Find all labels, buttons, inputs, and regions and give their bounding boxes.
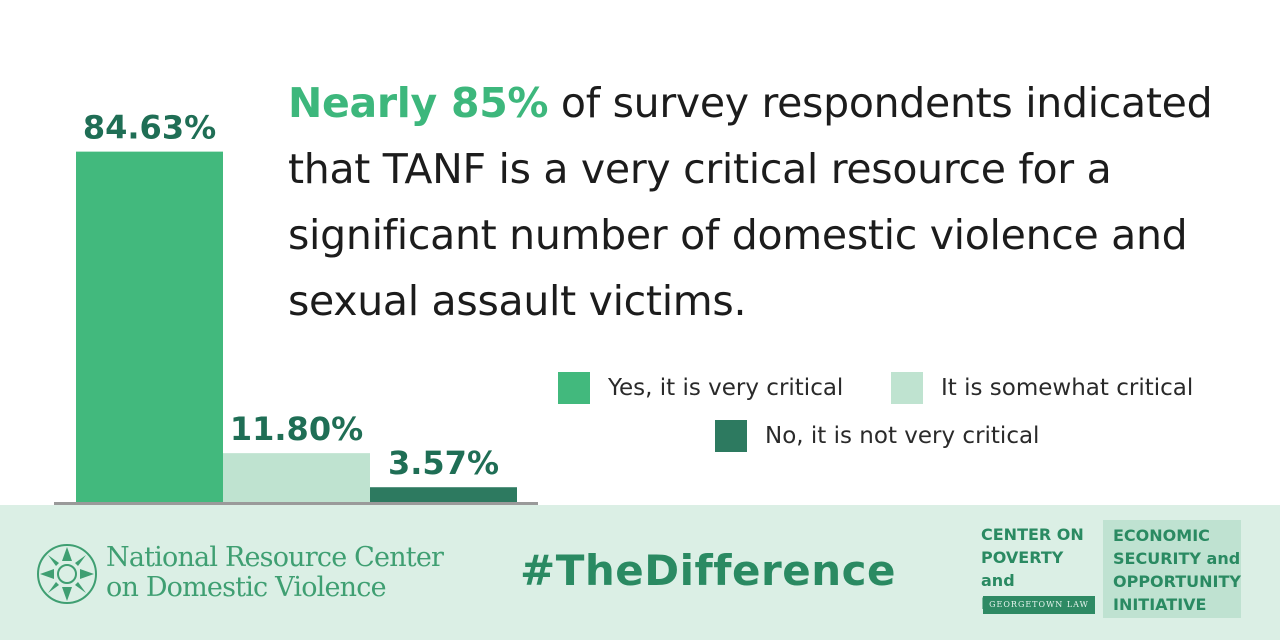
- legend-swatch-very-critical: [558, 372, 590, 404]
- legend-item-not-very-critical: No, it is not very critical: [715, 420, 1039, 452]
- headline-highlight: Nearly 85%: [288, 79, 549, 127]
- bar-somewhat-critical: [223, 453, 370, 502]
- legend-label-very-critical: Yes, it is very critical: [608, 375, 844, 401]
- data-label-not-very-critical: 3.57%: [388, 444, 499, 482]
- headline: Nearly 85% of survey respondents indicat…: [288, 70, 1258, 334]
- bar-not-very-critical: [370, 487, 517, 502]
- legend-swatch-not-very-critical: [715, 420, 747, 452]
- legend-label-not-very-critical: No, it is not very critical: [765, 423, 1040, 449]
- legend-item-somewhat-critical: It is somewhat critical: [891, 372, 1193, 404]
- data-label-very-critical: 84.63%: [83, 109, 216, 147]
- legend-item-very-critical: Yes, it is very critical: [558, 372, 843, 404]
- legend-label-somewhat-critical: It is somewhat critical: [941, 375, 1194, 401]
- org-name-line1: National Resource Center: [106, 542, 444, 573]
- bar-very-critical: [76, 151, 223, 502]
- nrc-logo-icon: [37, 544, 97, 604]
- hashtag: #TheDifference: [520, 546, 896, 595]
- headline-rest: of survey respondents indicated that TAN…: [288, 79, 1213, 325]
- org-name: National Resource Center on Domestic Vio…: [106, 542, 444, 603]
- footer-band: [0, 505, 1280, 640]
- cpi-logo-subtitle: GEORGETOWN LAW: [983, 596, 1095, 614]
- esoi-logo-text: ECONOMIC SECURITY and OPPORTUNITY INITIA…: [1103, 520, 1241, 618]
- data-label-somewhat-critical: 11.80%: [230, 410, 363, 448]
- legend-swatch-somewhat-critical: [891, 372, 923, 404]
- org-name-line2: on Domestic Violence: [106, 572, 387, 603]
